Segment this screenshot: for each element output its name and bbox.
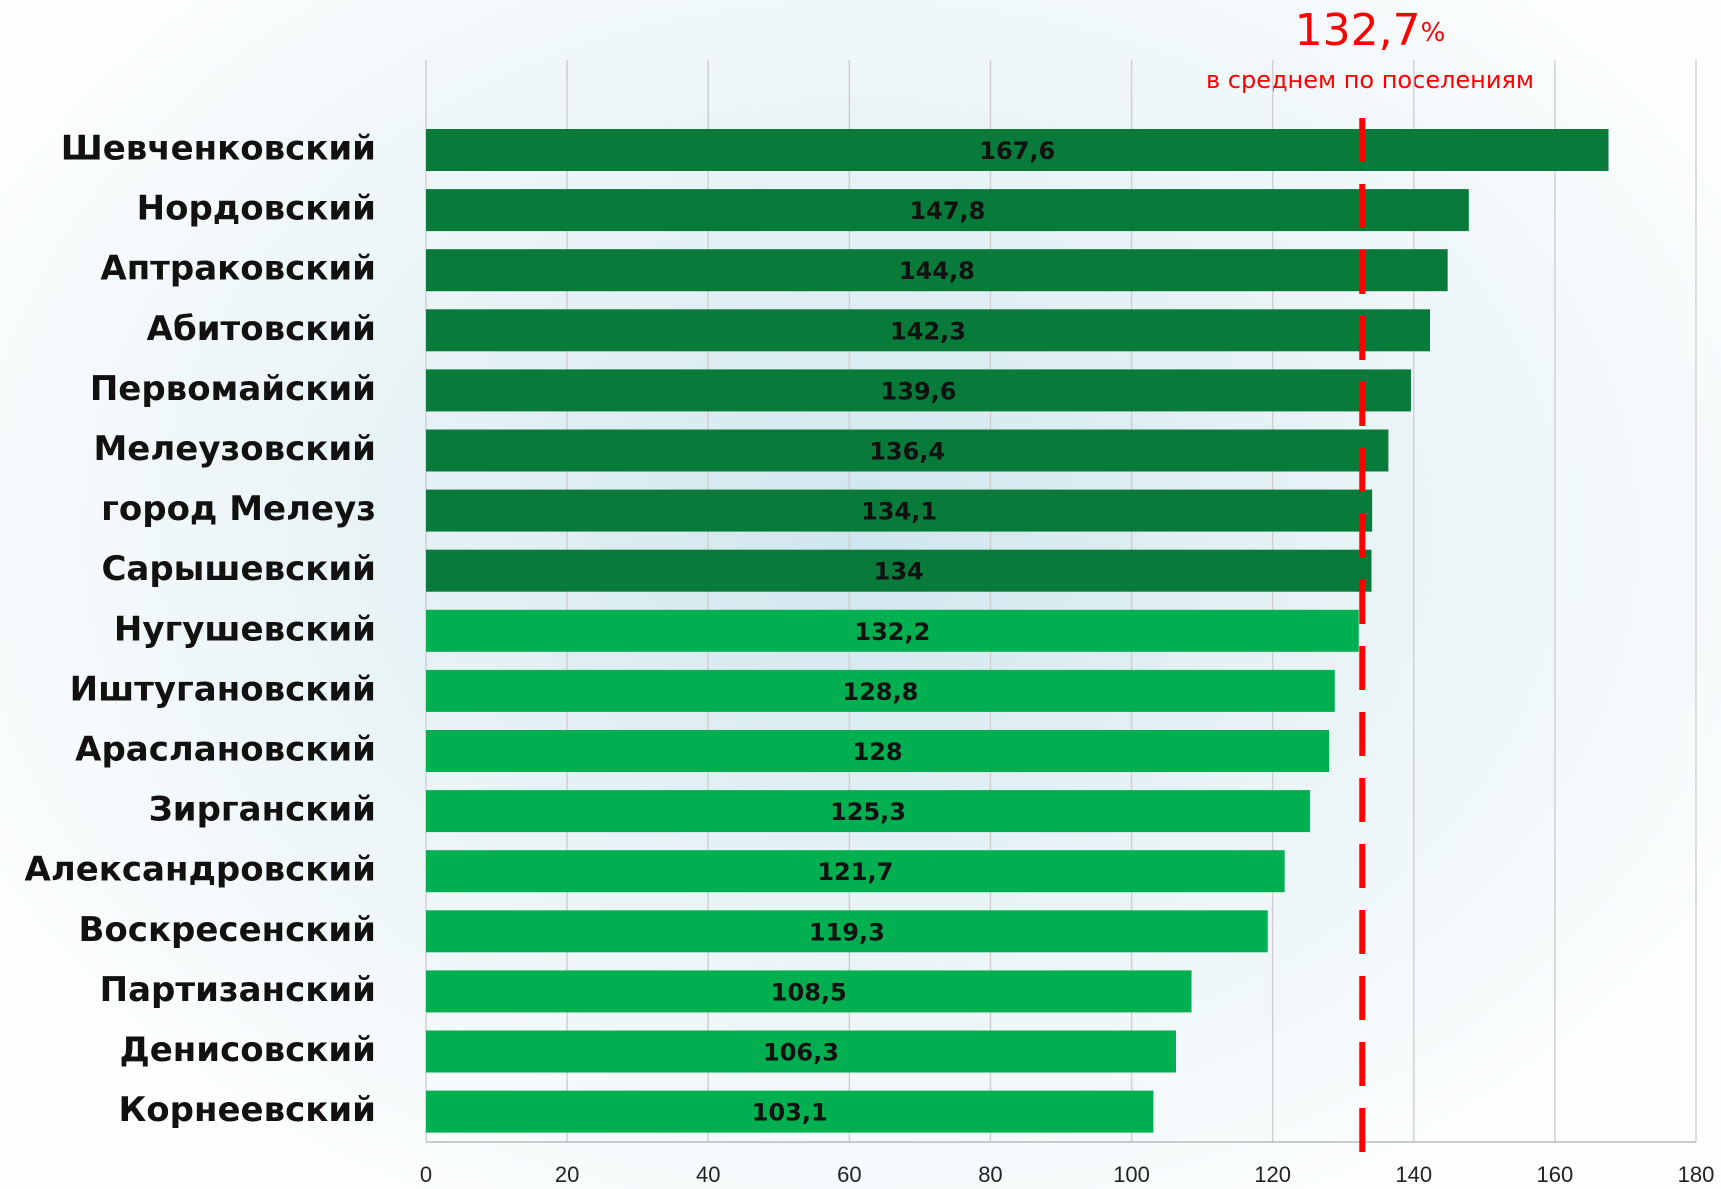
bar [426,189,1469,232]
x-tick-label: 80 [978,1162,1002,1187]
category-label: Партизанский [100,970,376,1010]
category-label: Воскресенский [79,910,376,950]
bar [426,970,1192,1013]
value-label: 147,8 [909,197,985,225]
value-label: 106,3 [763,1039,839,1067]
reference-value: 132,7 [1295,5,1421,56]
bar [426,850,1285,893]
value-label: 119,3 [809,918,885,946]
bar [426,129,1609,171]
x-tick-label: 20 [555,1162,579,1187]
value-label: 136,4 [869,438,945,466]
category-label: Сарышевский [101,549,376,589]
bar [426,549,1372,592]
category-label: Корнеевский [119,1090,377,1130]
value-label: 128,8 [842,678,918,706]
value-label: 103,1 [752,1099,828,1127]
category-label: Александровский [25,850,377,890]
category-label: Иштугановский [70,669,376,709]
value-label: 134,1 [861,498,937,526]
category-label: Шевченковский [61,129,376,169]
category-label: Араслановский [75,730,376,770]
value-label: 125,3 [830,798,906,826]
bar [426,1030,1177,1073]
x-tick-label: 160 [1537,1162,1574,1187]
bar [426,730,1330,772]
value-label: 128 [853,738,903,766]
category-label: город Мелеуз [101,489,376,529]
x-tick-label: 0 [420,1162,432,1187]
bar [426,249,1448,292]
value-label: 132,2 [854,618,930,646]
bar [426,910,1268,953]
bar [426,429,1389,472]
category-label: Абитовский [147,309,376,349]
x-tick-label: 120 [1254,1162,1291,1187]
category-label: Денисовский [119,1030,376,1070]
category-label: Нордовский [137,189,376,229]
bar [426,609,1359,652]
bar [426,669,1335,712]
category-label: Первомайский [90,369,376,409]
category-label: Аптраковский [100,249,376,289]
value-label: 144,8 [899,257,975,285]
reference-text: в среднем по поселениям [1206,66,1534,94]
x-tick-label: 40 [696,1162,720,1187]
value-label: 134 [874,558,924,586]
category-label: Зирганский [149,790,376,830]
bar [426,1090,1154,1133]
value-label: 142,3 [890,317,966,345]
category-label: Мелеузовский [93,429,376,469]
x-tick-label: 180 [1678,1162,1715,1187]
value-label: 167,6 [979,137,1055,165]
x-tick-label: 100 [1113,1162,1150,1187]
bar [426,489,1373,532]
x-tick-label: 140 [1395,1162,1432,1187]
bar [426,369,1411,412]
category-label: Нугушевский [114,609,376,649]
value-label: 108,5 [771,978,847,1006]
reference-label: 132,7% [1295,5,1446,56]
value-label: 139,6 [881,377,957,405]
reference-unit: % [1421,18,1446,48]
bar [426,309,1431,352]
value-label: 121,7 [817,858,893,886]
x-tick-label: 60 [837,1162,861,1187]
bar [426,790,1311,833]
